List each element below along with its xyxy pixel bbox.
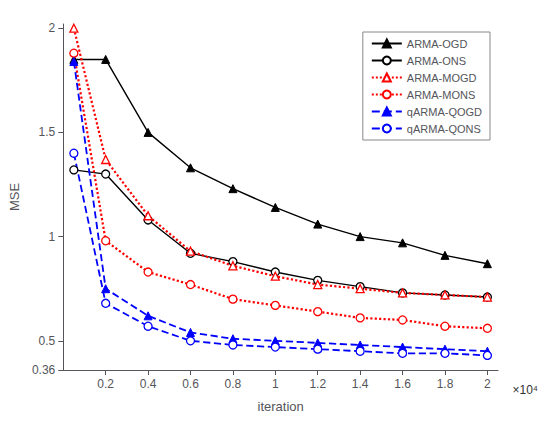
svg-text:1.5: 1.5 bbox=[39, 125, 56, 139]
svg-text:0.2: 0.2 bbox=[97, 377, 114, 391]
svg-text:qARMA-QOGD: qARMA-QOGD bbox=[407, 106, 482, 118]
svg-text:0.4: 0.4 bbox=[140, 377, 157, 391]
svg-text:1: 1 bbox=[272, 377, 279, 391]
svg-text:0.36: 0.36 bbox=[32, 363, 56, 377]
svg-text:ARMA-MOGD: ARMA-MOGD bbox=[407, 72, 477, 84]
svg-text:2: 2 bbox=[484, 377, 491, 391]
svg-text:MSE: MSE bbox=[7, 183, 22, 212]
svg-text:qARMA-QONS: qARMA-QONS bbox=[407, 123, 481, 135]
svg-text:1.6: 1.6 bbox=[394, 377, 411, 391]
svg-text:0.5: 0.5 bbox=[39, 334, 56, 348]
svg-text:0.8: 0.8 bbox=[225, 377, 242, 391]
svg-text:ARMA-ONS: ARMA-ONS bbox=[407, 55, 466, 67]
svg-text:2: 2 bbox=[49, 21, 56, 35]
svg-text:1.4: 1.4 bbox=[352, 377, 369, 391]
svg-text:0.6: 0.6 bbox=[182, 377, 199, 391]
svg-text:1.2: 1.2 bbox=[309, 377, 326, 391]
svg-text:1.8: 1.8 bbox=[437, 377, 454, 391]
svg-text:ARMA-MONS: ARMA-MONS bbox=[407, 89, 475, 101]
svg-text:1: 1 bbox=[49, 230, 56, 244]
svg-text:×10⁴: ×10⁴ bbox=[512, 383, 538, 397]
svg-text:iteration: iteration bbox=[258, 399, 304, 414]
svg-text:ARMA-OGD: ARMA-OGD bbox=[407, 38, 468, 50]
